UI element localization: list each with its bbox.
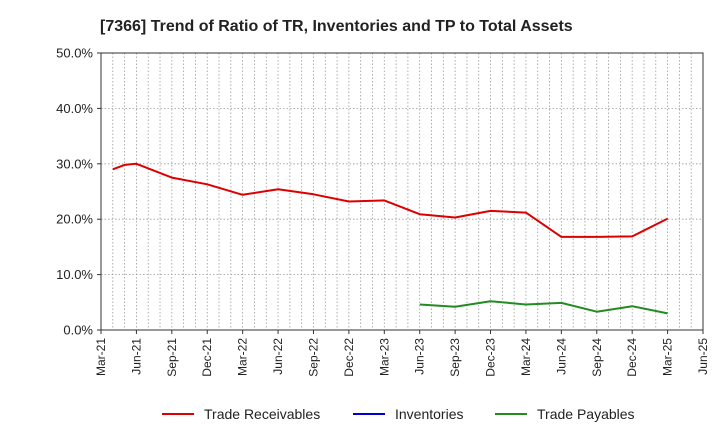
y-tick-label: 20.0% [56,212,93,227]
x-tick-label: Jun-25 [696,338,710,375]
y-tick-label: 0.0% [63,323,93,338]
x-tick-label: Sep-24 [590,338,604,377]
y-tick-label: 50.0% [56,46,93,61]
plot-frame [100,52,704,331]
x-tick-label: Dec-21 [200,338,214,377]
series-line-trade-payables [419,300,668,315]
grid [100,52,704,331]
x-tick-label: Dec-24 [625,338,639,377]
x-tick-label: Mar-24 [519,338,533,376]
x-tick-label: Mar-25 [661,338,675,376]
series-line-trade-receivables [112,162,669,238]
x-tick-label: Sep-21 [165,338,179,377]
x-tick-label: Sep-23 [448,338,462,377]
x-tick-label: Jun-21 [129,338,143,375]
legend-label: Trade Payables [537,406,635,422]
x-tick-label: Dec-23 [484,338,498,377]
y-tick-label: 40.0% [56,101,93,116]
x-tick-label: Jun-23 [413,338,427,375]
legend-label: Trade Receivables [204,406,320,422]
y-tick-label: 30.0% [56,156,93,171]
y-tick-label: 10.0% [56,267,93,282]
x-tick-label: Mar-21 [94,338,108,376]
x-tick-label: Mar-22 [236,338,250,376]
axes: 0.0% 10.0% 20.0% 30.0% 40.0% 50.0% Mar-21 Jun-2… [56,46,710,377]
x-tick-label: Dec-22 [342,338,356,377]
x-tick-label: Jun-22 [271,338,285,375]
x-tick-label: Mar-23 [377,338,391,376]
x-tick-label: Sep-22 [306,338,320,377]
chart-title: [7366] Trend of Ratio of TR, Inventories… [100,18,573,35]
x-tick-label: Jun-24 [554,338,568,375]
legend: Trade Receivables Inventories Trade Payabl… [162,406,635,422]
series-lines [112,162,669,315]
legend-label: Inventories [395,406,463,422]
